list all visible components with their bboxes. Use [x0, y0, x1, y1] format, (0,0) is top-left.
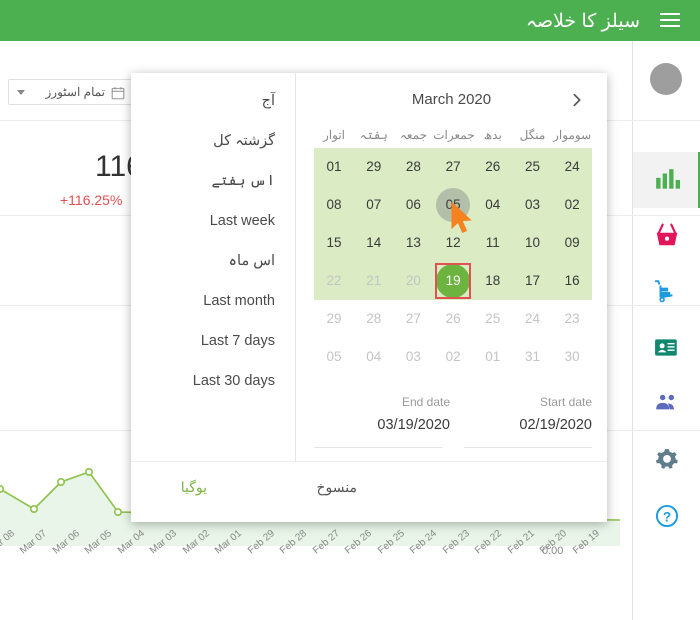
svg-text:?: ?	[663, 510, 671, 525]
